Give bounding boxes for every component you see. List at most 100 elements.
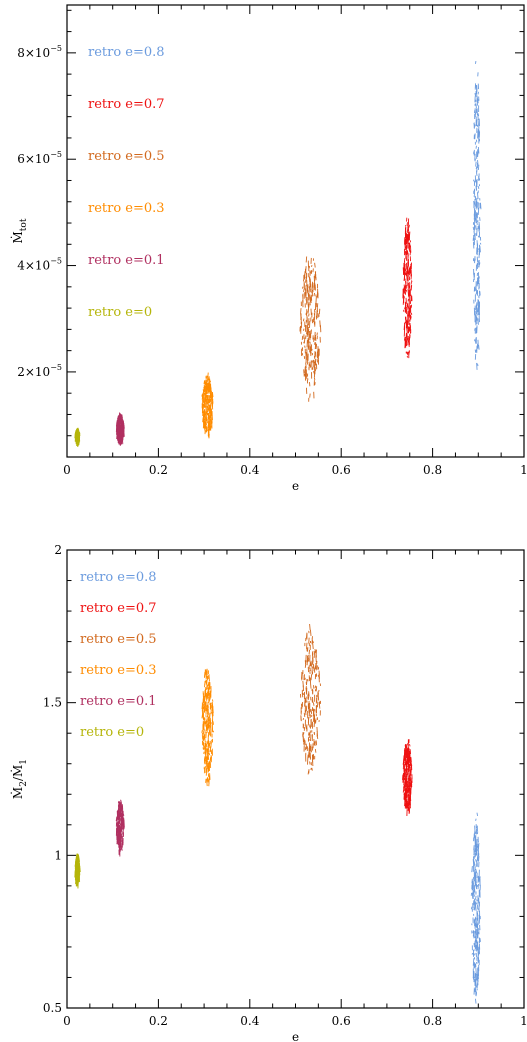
data-point — [475, 973, 478, 981]
data-point — [310, 747, 312, 753]
data-point — [477, 207, 480, 216]
data-point — [206, 405, 208, 411]
data-point — [207, 779, 209, 783]
data-point — [311, 767, 313, 771]
data-point — [310, 629, 312, 636]
data-point — [406, 785, 409, 789]
data-point — [476, 961, 478, 965]
data-point — [303, 337, 306, 344]
data-point — [118, 433, 120, 441]
data-point — [207, 682, 210, 686]
data-point — [309, 345, 311, 353]
data-point — [309, 393, 311, 398]
series-points — [74, 853, 81, 889]
data-point — [310, 709, 312, 715]
x-tick-label: 0.6 — [332, 1014, 351, 1028]
data-point — [308, 286, 311, 293]
data-point — [305, 696, 307, 703]
panel-mdot-tot: 0 0.2 0.4 0.6 0.8 1 e 2×10−5 4×10−5 6×10−5 8×10−5 Ṁ… — [10, 4, 527, 493]
data-point — [205, 379, 207, 384]
y-axis-label: Ṁ2/Ṁ1 — [10, 759, 29, 799]
data-point — [304, 287, 306, 290]
data-point — [302, 718, 305, 720]
x-tick-label: 0.2 — [149, 1014, 168, 1028]
data-point — [475, 212, 478, 220]
y-tick-label: 4×10−5 — [17, 257, 62, 273]
data-point — [209, 408, 212, 414]
series-points — [470, 812, 481, 1004]
data-point — [313, 292, 316, 297]
data-point — [315, 343, 318, 350]
data-point — [473, 218, 476, 223]
legend-entry: retro e=0.5 — [88, 149, 165, 164]
data-point — [76, 433, 78, 437]
data-point — [301, 335, 304, 340]
series-points — [115, 412, 125, 446]
legend-entry: retro e=0 — [80, 725, 144, 740]
data-point — [477, 192, 479, 200]
data-point — [478, 907, 480, 910]
x-tick-label: 0.8 — [423, 1014, 442, 1028]
data-point — [211, 712, 213, 717]
data-point — [314, 271, 317, 276]
data-point — [207, 394, 209, 401]
series-points — [201, 372, 214, 439]
data-point — [203, 721, 206, 726]
data-point — [204, 396, 207, 402]
data-point — [303, 356, 306, 360]
data-point — [309, 333, 311, 341]
data-point — [303, 712, 306, 717]
data-point — [78, 858, 81, 862]
data-point — [119, 428, 121, 436]
data-point — [477, 363, 479, 367]
data-point — [474, 339, 477, 344]
data-point — [403, 747, 406, 752]
data-point — [212, 730, 215, 733]
data-point — [314, 688, 317, 692]
data-point — [475, 166, 478, 170]
data-point — [403, 772, 406, 776]
data-point — [408, 231, 411, 239]
y-tick-label: 2×10−5 — [17, 363, 62, 379]
data-point — [314, 262, 316, 268]
data-point — [303, 288, 305, 292]
data-point — [311, 660, 314, 665]
data-point — [478, 344, 480, 350]
data-point — [305, 362, 307, 369]
data-point — [403, 336, 406, 341]
data-point — [473, 906, 476, 911]
data-point — [476, 307, 479, 313]
data-point — [475, 859, 477, 862]
data-point — [408, 305, 410, 309]
data-point — [120, 425, 122, 431]
data-point — [475, 848, 477, 856]
data-point — [409, 264, 412, 272]
y-tick-label: 0.5 — [43, 1001, 62, 1015]
data-point — [210, 705, 212, 710]
data-point — [206, 720, 208, 723]
data-point — [407, 335, 410, 338]
data-point — [74, 870, 76, 878]
data-point — [404, 321, 407, 324]
data-point — [476, 812, 478, 817]
data-point — [308, 709, 311, 717]
data-point — [302, 318, 305, 322]
x-tick-label: 0.2 — [149, 463, 168, 477]
data-point — [202, 402, 204, 409]
data-point — [118, 807, 121, 811]
data-point — [315, 704, 318, 712]
data-point — [304, 366, 306, 373]
data-point — [312, 702, 315, 706]
data-point — [479, 937, 481, 942]
data-point — [77, 876, 80, 881]
data-point — [409, 316, 411, 322]
data-point — [307, 336, 310, 343]
data-point — [407, 744, 409, 750]
data-point — [309, 301, 311, 306]
data-point — [475, 349, 477, 352]
y-axis-label: Ṁtot — [10, 218, 29, 243]
data-point — [315, 718, 317, 724]
series-points — [472, 61, 482, 370]
x-axis-label: e — [292, 1030, 299, 1042]
data-point — [307, 770, 310, 775]
